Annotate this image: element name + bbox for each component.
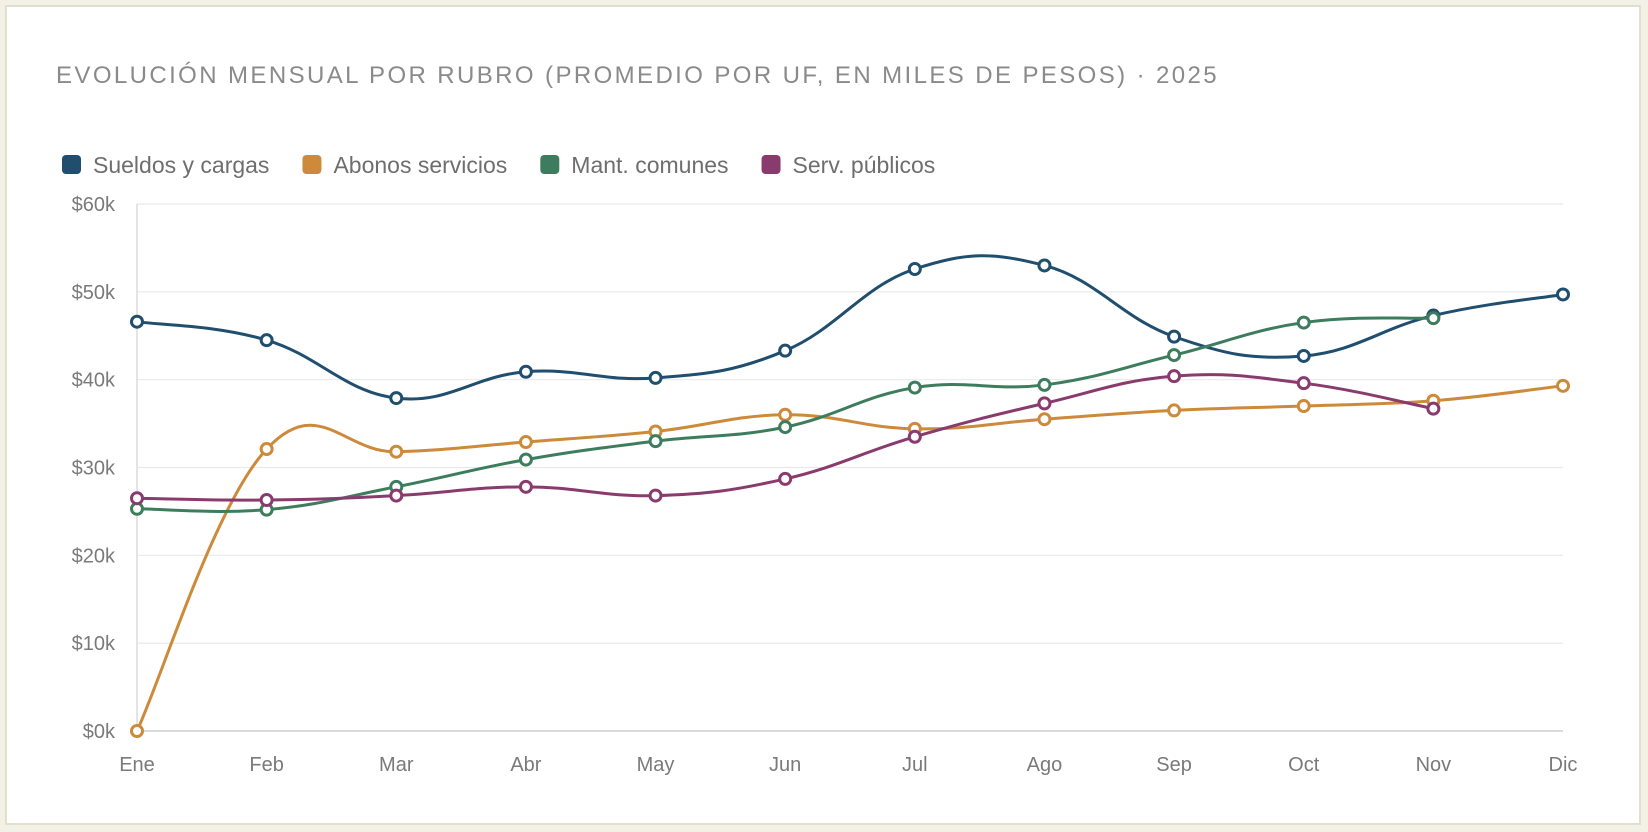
data-point[interactable] <box>1556 378 1570 393</box>
data-point[interactable] <box>1167 369 1182 384</box>
data-point[interactable] <box>1037 258 1052 273</box>
x-tick-label: May <box>637 754 675 776</box>
data-point[interactable] <box>1296 348 1311 363</box>
data-point[interactable] <box>518 435 533 450</box>
y-tick-label: $60k <box>72 194 116 216</box>
data-point[interactable] <box>778 407 793 422</box>
data-point[interactable] <box>907 429 922 444</box>
y-tick-label: $10k <box>72 633 116 655</box>
y-tick-label: $40k <box>72 370 116 392</box>
data-point[interactable] <box>907 380 922 395</box>
x-tick-label: Jul <box>902 754 928 776</box>
x-axis-ticks: Ene Feb Mar Abr May Jun Jul Ago Sep Oct Nov Dic <box>119 754 1577 776</box>
y-tick-label: $30k <box>72 458 116 480</box>
data-point[interactable] <box>389 391 404 406</box>
data-point[interactable] <box>778 420 793 435</box>
series-lines <box>130 254 1570 738</box>
x-tick-label: Jun <box>769 754 801 776</box>
data-point[interactable] <box>518 364 533 379</box>
legend-label: Serv. públicos <box>793 152 936 178</box>
data-point[interactable] <box>130 314 144 329</box>
legend-label: Abonos servicios <box>333 152 507 178</box>
axes <box>136 204 1563 732</box>
data-point[interactable] <box>389 444 404 459</box>
legend-label: Sueldos y cargas <box>93 152 269 178</box>
data-point[interactable] <box>1426 311 1441 326</box>
y-tick-label: $20k <box>72 545 116 567</box>
legend-label: Mant. comunes <box>571 152 728 178</box>
legend-swatch <box>761 155 781 174</box>
y-tick-label: $0k <box>83 721 116 743</box>
data-point[interactable] <box>648 370 663 385</box>
legend-item[interactable]: Serv. públicos <box>761 152 936 178</box>
data-point[interactable] <box>1037 377 1052 392</box>
data-point[interactable] <box>259 492 274 507</box>
x-tick-label: Dic <box>1549 754 1578 776</box>
data-point[interactable] <box>648 488 663 503</box>
data-point[interactable] <box>778 343 793 358</box>
data-point[interactable] <box>130 724 144 738</box>
data-point[interactable] <box>778 471 793 486</box>
series-3 <box>130 311 1441 517</box>
data-point[interactable] <box>1037 396 1052 411</box>
data-point[interactable] <box>1296 399 1311 414</box>
series-2 <box>130 378 1570 738</box>
x-tick-label: Feb <box>249 754 283 776</box>
legend-item[interactable]: Abonos servicios <box>302 152 507 178</box>
chart-title: EVOLUCIÓN MENSUAL POR RUBRO (PROMEDIO PO… <box>56 62 1220 89</box>
data-point[interactable] <box>1037 412 1052 427</box>
x-tick-label: Sep <box>1156 754 1192 776</box>
series-line <box>135 254 1565 401</box>
data-point[interactable] <box>1296 315 1311 330</box>
data-point[interactable] <box>130 491 144 506</box>
data-point[interactable] <box>1296 376 1311 391</box>
data-point[interactable] <box>389 488 404 503</box>
data-point[interactable] <box>259 442 274 457</box>
legend-swatch <box>540 155 560 174</box>
data-point[interactable] <box>907 261 922 276</box>
y-axis-ticks: $0k $10k $20k $30k $40k $50k $60k <box>72 194 116 743</box>
x-tick-label: Nov <box>1416 754 1452 776</box>
data-point[interactable] <box>1167 329 1182 344</box>
series-4 <box>130 369 1441 507</box>
legend-swatch <box>62 155 81 174</box>
x-tick-label: Abr <box>510 754 541 776</box>
data-point[interactable] <box>518 452 533 467</box>
data-point[interactable] <box>648 434 663 449</box>
legend-item[interactable]: Mant. comunes <box>540 152 729 178</box>
y-tick-label: $50k <box>72 282 116 304</box>
x-tick-label: Ene <box>119 754 155 776</box>
data-point[interactable] <box>259 333 274 348</box>
x-tick-label: Ago <box>1027 754 1063 776</box>
data-point[interactable] <box>518 479 533 494</box>
series-line <box>135 384 1565 733</box>
data-point[interactable] <box>1556 287 1570 302</box>
x-tick-label: Mar <box>379 754 414 776</box>
legend-swatch <box>302 155 322 174</box>
x-tick-label: Oct <box>1288 754 1320 776</box>
data-point[interactable] <box>1167 403 1182 418</box>
data-point[interactable] <box>1167 348 1182 363</box>
grid-lines <box>137 203 1563 644</box>
legend: Sueldos y cargas Abonos servicios Mant. co… <box>62 152 935 178</box>
series-1 <box>130 254 1570 406</box>
data-point[interactable] <box>1426 401 1441 416</box>
legend-item[interactable]: Sueldos y cargas <box>62 152 269 178</box>
